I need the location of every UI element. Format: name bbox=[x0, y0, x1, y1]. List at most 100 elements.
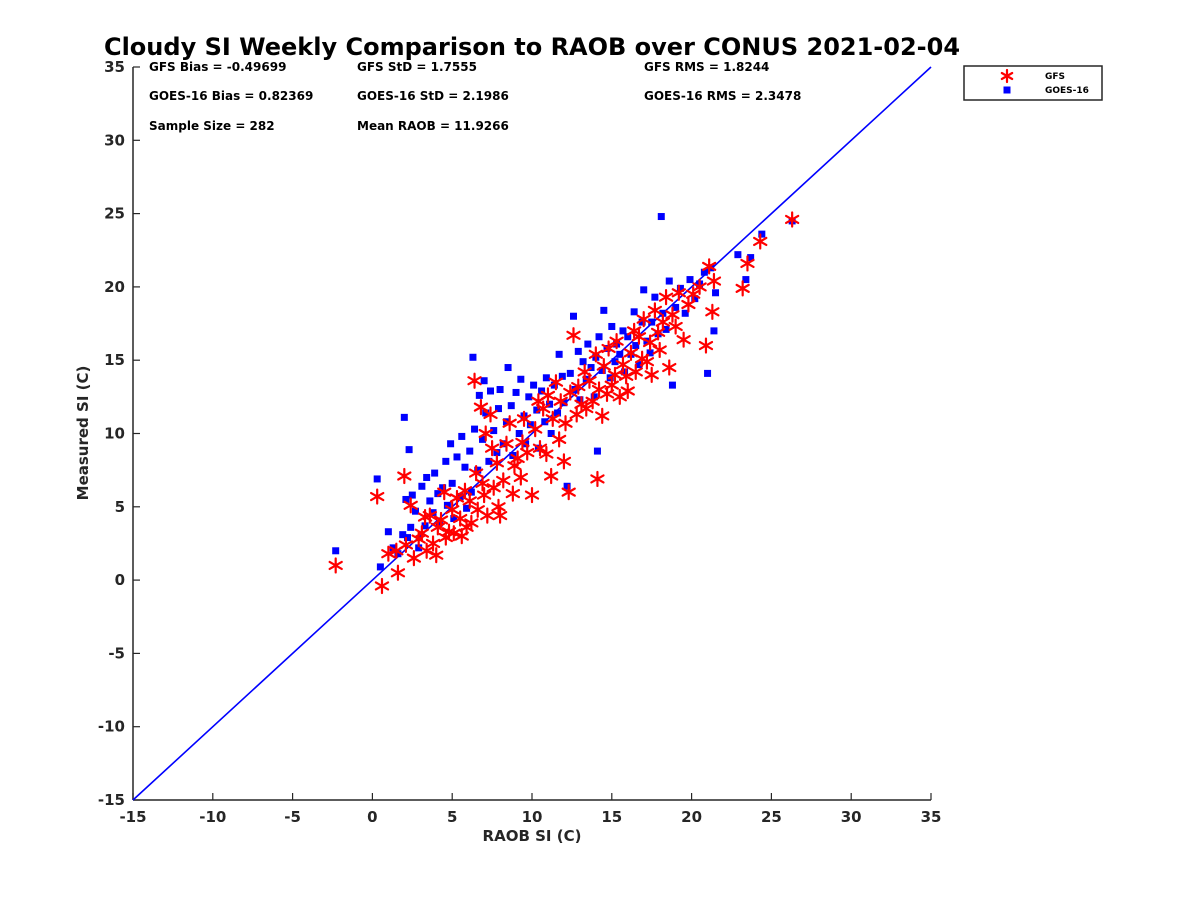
goes16-point bbox=[569, 312, 577, 320]
gfs-point bbox=[476, 486, 492, 504]
x-tick-label: 20 bbox=[681, 808, 702, 826]
stat-mean-raob: Mean RAOB = 11.9266 bbox=[357, 119, 509, 133]
gfs-point bbox=[543, 467, 559, 485]
gfs-point bbox=[665, 306, 680, 323]
goes16-point bbox=[554, 409, 562, 417]
gfs-point bbox=[516, 410, 532, 427]
goes16-point bbox=[662, 325, 670, 333]
goes16-point bbox=[590, 393, 598, 401]
goes16-point bbox=[734, 251, 742, 259]
gfs-point bbox=[561, 484, 576, 501]
gfs-point bbox=[381, 545, 396, 562]
gfs-point bbox=[706, 272, 722, 290]
goes16-point bbox=[704, 369, 712, 377]
goes16-point bbox=[691, 295, 699, 303]
goes16-point bbox=[550, 381, 558, 389]
gfs-point bbox=[446, 525, 461, 542]
gfs-point bbox=[652, 341, 667, 359]
goes16-point bbox=[686, 276, 694, 284]
gfs-point bbox=[473, 399, 489, 416]
gfs-point bbox=[496, 472, 511, 489]
goes16-point bbox=[515, 430, 523, 437]
gfs-point bbox=[662, 359, 677, 376]
goes16-point bbox=[402, 495, 410, 503]
gfs-point bbox=[676, 331, 691, 348]
legend-box bbox=[963, 65, 1103, 101]
gfs-point bbox=[502, 415, 517, 432]
goes16-point bbox=[566, 369, 574, 377]
goes16-point bbox=[616, 350, 624, 358]
y-tick-label: -15 bbox=[98, 791, 125, 809]
gfs-point bbox=[607, 366, 623, 383]
goes16-point bbox=[710, 327, 718, 335]
goes16-point bbox=[595, 333, 603, 341]
goes16-point bbox=[471, 425, 479, 433]
goes16-point bbox=[458, 432, 466, 440]
legend: GFS GOES-16 bbox=[963, 65, 1103, 101]
y-tick-label: -5 bbox=[108, 644, 125, 662]
goes16-point bbox=[474, 466, 482, 474]
gfs-point bbox=[457, 482, 473, 499]
y-tick-label: 0 bbox=[115, 571, 125, 589]
goes16-point bbox=[558, 372, 566, 380]
goes16-point bbox=[640, 286, 648, 294]
goes16-point bbox=[646, 349, 654, 357]
goes16-point bbox=[600, 306, 608, 314]
gfs-point bbox=[596, 357, 611, 375]
goes16-point bbox=[681, 309, 689, 317]
gfs-point bbox=[556, 453, 572, 470]
gfs-point bbox=[553, 393, 568, 410]
goes16-point bbox=[376, 563, 384, 571]
gfs-point bbox=[692, 278, 707, 295]
stat-goes-bias: GOES-16 Bias = 0.82369 bbox=[149, 89, 313, 103]
goes16-point bbox=[541, 418, 549, 426]
goes16-point bbox=[466, 447, 474, 455]
x-tick-label: -15 bbox=[119, 808, 146, 826]
goes16-point bbox=[453, 453, 461, 461]
goes16-point bbox=[494, 405, 502, 413]
stat-goes-std: GOES-16 StD = 2.1986 bbox=[357, 89, 509, 103]
stat-gfs-rms: GFS RMS = 1.8244 bbox=[644, 60, 769, 74]
legend-goes-square bbox=[1003, 86, 1011, 94]
gfs-point bbox=[636, 311, 651, 328]
gfs-point bbox=[650, 324, 666, 341]
gfs-point bbox=[467, 372, 482, 389]
gfs-point bbox=[647, 302, 663, 319]
gfs-point bbox=[406, 550, 422, 567]
gfs-point bbox=[628, 363, 643, 381]
goes16-point bbox=[668, 381, 676, 389]
goes16-point bbox=[504, 364, 512, 372]
gfs-point bbox=[784, 211, 800, 228]
gfs-point bbox=[524, 486, 540, 504]
goes16-point bbox=[487, 387, 495, 395]
gfs-point bbox=[582, 372, 597, 389]
goes16-point bbox=[526, 421, 534, 429]
goes16-point bbox=[490, 427, 498, 435]
stats-panel: GFS Bias = -0.49699 GFS StD = 1.7555 GFS… bbox=[149, 60, 801, 133]
goes16-point bbox=[659, 309, 667, 317]
goes16-point bbox=[635, 361, 643, 369]
goes16-point bbox=[624, 333, 632, 341]
gfs-point bbox=[655, 313, 671, 331]
goes16-point bbox=[758, 230, 766, 238]
goes16-point bbox=[408, 491, 416, 499]
x-axis-label: RAOB SI (C) bbox=[483, 827, 582, 845]
goes16-point bbox=[407, 523, 415, 531]
x-tick-label: 15 bbox=[601, 808, 622, 826]
gfs-point bbox=[489, 454, 505, 471]
goes16-point bbox=[479, 435, 487, 443]
goes16-point bbox=[480, 377, 488, 385]
gfs-point bbox=[475, 475, 490, 492]
gfs-point bbox=[491, 498, 506, 515]
gfs-point bbox=[639, 353, 655, 370]
gfs-point bbox=[414, 525, 430, 542]
gfs-point bbox=[558, 415, 573, 432]
x-tick-label: 10 bbox=[522, 808, 543, 826]
goes16-point bbox=[499, 440, 507, 448]
goes16-point bbox=[648, 318, 656, 326]
x-tick-label: 5 bbox=[447, 808, 457, 826]
goes16-point bbox=[533, 406, 541, 414]
goes16-point bbox=[742, 276, 750, 284]
gfs-point bbox=[462, 492, 477, 510]
goes16-point bbox=[542, 374, 550, 382]
